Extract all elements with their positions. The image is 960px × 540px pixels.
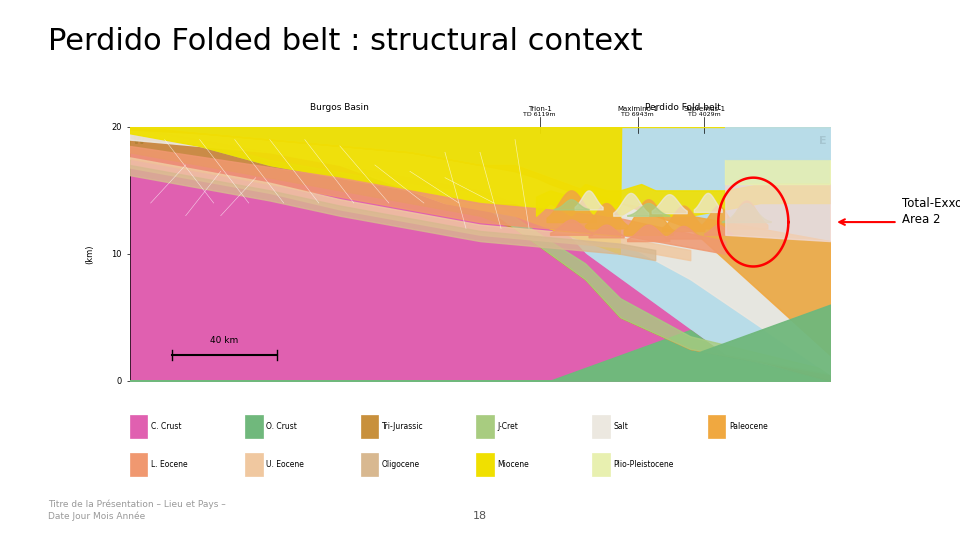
Text: Titre de la Présentation – Lieu et Pays –
Date Jour Mois Année: Titre de la Présentation – Lieu et Pays … (48, 499, 226, 521)
Bar (592, 415, 610, 438)
Bar (592, 453, 610, 476)
Text: Total-Exxon
Area 2: Total-Exxon Area 2 (902, 197, 960, 226)
Text: Supremus-1: Supremus-1 (684, 106, 726, 112)
Text: Maximino-1: Maximino-1 (617, 106, 659, 112)
Text: Oligocene: Oligocene (382, 460, 420, 469)
Bar (130, 415, 147, 438)
Text: C. Crust: C. Crust (151, 422, 181, 431)
Text: TD 6943m: TD 6943m (621, 112, 654, 117)
Bar (245, 415, 263, 438)
Text: E: E (819, 136, 827, 146)
Text: J-Cret: J-Cret (497, 422, 518, 431)
Text: Salt: Salt (613, 422, 628, 431)
Text: 18: 18 (473, 511, 487, 521)
Bar (361, 453, 378, 476)
Text: W: W (133, 136, 145, 146)
Text: Tri-Jurassic: Tri-Jurassic (382, 422, 423, 431)
Text: Paleocene: Paleocene (729, 422, 768, 431)
Text: Perdido Fold belt: Perdido Fold belt (645, 103, 721, 112)
Bar (476, 453, 494, 476)
Bar (476, 415, 494, 438)
Text: O. Crust: O. Crust (266, 422, 298, 431)
Text: U. Eocene: U. Eocene (266, 460, 304, 469)
Text: 40 km: 40 km (210, 336, 238, 345)
Text: (km): (km) (85, 244, 95, 264)
Text: Miocene: Miocene (497, 460, 529, 469)
Text: TD 6119m: TD 6119m (523, 112, 556, 117)
Text: L. Eocene: L. Eocene (151, 460, 187, 469)
Text: Trion-1: Trion-1 (528, 106, 551, 112)
Bar (361, 415, 378, 438)
Text: Perdido Folded belt : structural context: Perdido Folded belt : structural context (48, 27, 642, 56)
Text: Plio-Pleistocene: Plio-Pleistocene (613, 460, 674, 469)
Bar (130, 453, 147, 476)
Text: Burgos Basin: Burgos Basin (310, 103, 370, 112)
Bar (245, 453, 263, 476)
Bar (708, 415, 726, 438)
Text: TD 4029m: TD 4029m (688, 112, 721, 117)
